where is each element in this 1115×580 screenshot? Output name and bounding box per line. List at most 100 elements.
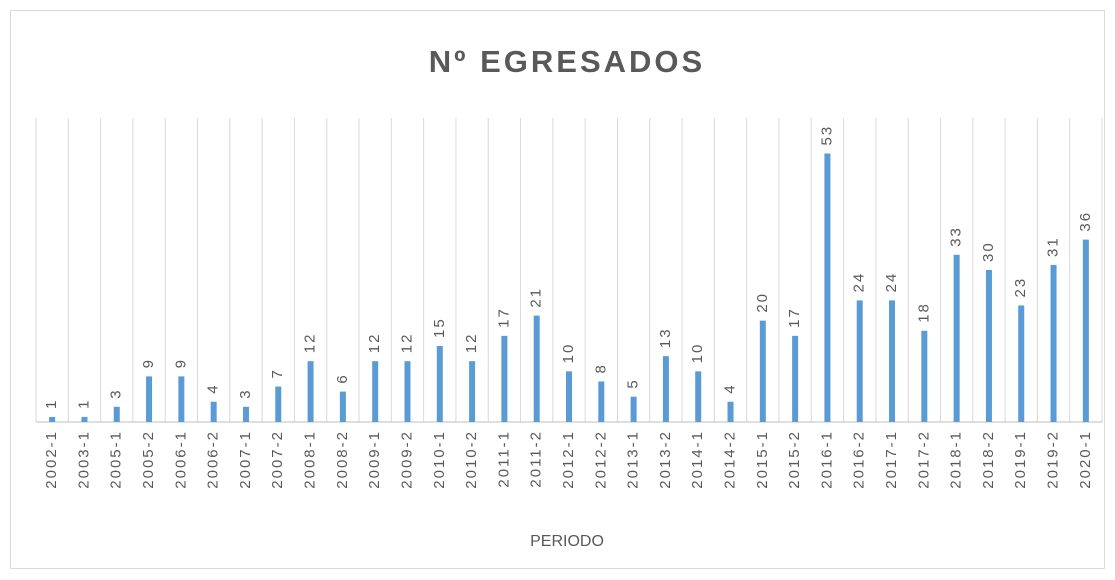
data-label: 1 xyxy=(43,399,60,409)
x-axis-label: PERIODO xyxy=(530,533,604,550)
bar xyxy=(792,335,799,422)
bar xyxy=(695,371,702,422)
data-label: 36 xyxy=(1077,211,1094,232)
x-tick-label: 2013-1 xyxy=(625,430,642,489)
x-tick-label: 2016-2 xyxy=(851,430,868,489)
data-label: 18 xyxy=(915,302,932,323)
bar xyxy=(242,406,249,422)
x-tick-label: 2019-1 xyxy=(1012,430,1029,489)
bar xyxy=(759,320,766,422)
bar xyxy=(146,376,153,422)
x-tick-label: 2011-1 xyxy=(495,430,512,488)
bar xyxy=(501,335,508,422)
bar xyxy=(275,386,282,422)
x-tick-label: 2020-1 xyxy=(1077,430,1094,489)
x-tick-label: 2010-1 xyxy=(431,430,448,489)
bar xyxy=(630,396,637,422)
x-tick-label: 2009-1 xyxy=(366,430,383,489)
bar xyxy=(824,153,831,422)
x-tick-label: 2018-1 xyxy=(948,430,965,489)
data-label: 12 xyxy=(302,333,319,354)
bar xyxy=(1082,239,1089,422)
x-tick-label: 2011-2 xyxy=(528,430,545,488)
bar xyxy=(339,391,346,422)
data-label: 3 xyxy=(237,388,254,398)
x-tick-label: 2017-1 xyxy=(883,430,900,489)
data-label: 15 xyxy=(431,317,448,338)
x-tick-label: 2008-1 xyxy=(302,430,319,489)
bar xyxy=(178,376,185,422)
x-tick-label: 2018-2 xyxy=(980,430,997,489)
data-label: 13 xyxy=(657,327,674,348)
x-tick-label: 2006-1 xyxy=(172,430,189,489)
data-label: 30 xyxy=(980,241,997,262)
data-label: 10 xyxy=(560,343,577,364)
x-tick-label: 2002-1 xyxy=(43,430,60,489)
x-tick-label: 2006-2 xyxy=(205,430,222,489)
x-tick-label: 2003-1 xyxy=(75,430,92,489)
bar xyxy=(985,270,992,422)
x-tick-label: 2019-2 xyxy=(1045,430,1062,489)
data-label: 3 xyxy=(108,388,125,398)
data-label: 4 xyxy=(721,383,738,393)
bar xyxy=(566,371,572,422)
bar xyxy=(856,300,863,422)
data-label: 17 xyxy=(495,307,512,328)
data-label: 53 xyxy=(818,125,835,146)
x-tick-label: 2010-2 xyxy=(463,430,480,489)
data-label: 31 xyxy=(1045,236,1062,257)
x-tick-label: 2014-1 xyxy=(689,430,706,489)
x-tick-label: 2009-2 xyxy=(398,430,415,489)
data-label: 24 xyxy=(883,272,900,293)
bar xyxy=(113,406,120,422)
data-label: 12 xyxy=(366,333,383,354)
bar xyxy=(436,346,443,422)
chart-title: Nº EGRESADOS xyxy=(429,44,705,79)
chart-frame xyxy=(10,10,1105,569)
bar xyxy=(533,315,540,422)
bar xyxy=(727,401,734,422)
x-tick-label: 2017-2 xyxy=(915,430,932,489)
data-label: 5 xyxy=(625,378,642,388)
data-label: 17 xyxy=(786,307,803,328)
x-tick-label: 2015-1 xyxy=(754,430,771,489)
bar xyxy=(889,300,896,422)
data-label: 4 xyxy=(205,383,222,393)
bar xyxy=(469,361,476,422)
bar xyxy=(81,416,88,422)
x-tick-label: 2012-1 xyxy=(560,430,577,489)
x-tick-label: 2007-1 xyxy=(237,430,254,489)
x-tick-label: 2012-2 xyxy=(592,430,609,489)
data-label: 7 xyxy=(269,368,286,378)
bar xyxy=(1018,305,1025,422)
data-label: 8 xyxy=(592,363,609,373)
data-label: 24 xyxy=(851,272,868,293)
bar xyxy=(49,416,56,422)
data-label: 9 xyxy=(172,358,189,368)
x-tick-label: 2005-2 xyxy=(140,430,157,489)
data-label: 33 xyxy=(948,226,965,247)
data-label: 1 xyxy=(75,399,92,409)
x-tick-label: 2015-2 xyxy=(786,430,803,489)
data-label: 9 xyxy=(140,358,157,368)
data-label: 6 xyxy=(334,373,351,383)
bar xyxy=(662,356,669,422)
x-tick-label: 2008-2 xyxy=(334,430,351,489)
bar xyxy=(598,381,605,422)
data-label: 12 xyxy=(463,333,480,354)
x-tick-label: 2007-2 xyxy=(269,430,286,489)
bar xyxy=(372,361,379,422)
bar xyxy=(307,361,314,422)
x-tick-label: 2013-2 xyxy=(657,430,674,489)
bar xyxy=(1050,264,1057,422)
bar xyxy=(210,401,217,422)
data-label: 10 xyxy=(689,343,706,364)
x-tick-label: 2005-1 xyxy=(108,430,125,489)
bar xyxy=(953,254,960,422)
x-tick-label: 2014-2 xyxy=(721,430,738,489)
bar xyxy=(404,361,411,422)
data-label: 12 xyxy=(398,333,415,354)
bar xyxy=(921,330,928,422)
x-tick-label: 2016-1 xyxy=(818,430,835,489)
